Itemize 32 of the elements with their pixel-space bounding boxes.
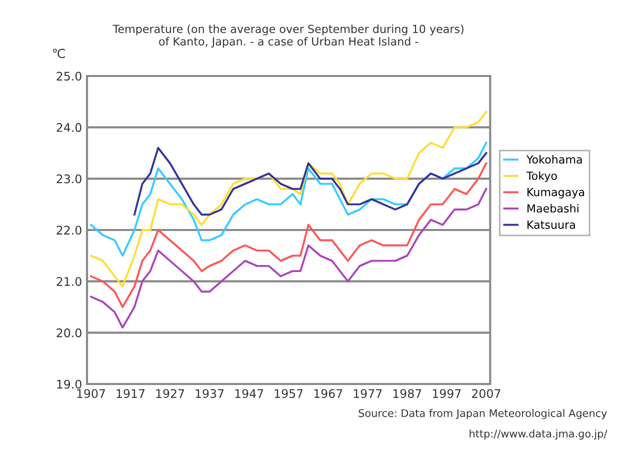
y-tick-label: 25.0 bbox=[56, 72, 82, 81]
y-tick-label: 22.0 bbox=[56, 226, 82, 235]
x-tick-label: 1967 bbox=[314, 389, 342, 398]
x-tick-label: 1927 bbox=[156, 389, 184, 398]
x-tick-label: 1997 bbox=[432, 389, 461, 398]
x-tick-label: 1987 bbox=[393, 389, 422, 398]
x-tick-label: 1907 bbox=[77, 389, 105, 398]
y-tick-label: 24.0 bbox=[56, 123, 82, 132]
legend-label: Maebashi bbox=[528, 204, 578, 213]
line-series bbox=[90, 162, 488, 308]
chart-title: Temperature (on the average over September during 10 years) of Kanto, Japan. - a case of Urban Heat Island - bbox=[112, 24, 464, 48]
text: http://www.data.jma.go.jp/ bbox=[470, 429, 608, 440]
x-tick-label: 1957 bbox=[274, 389, 303, 398]
line-series bbox=[133, 146, 488, 216]
legend-label: Katsuura bbox=[528, 220, 575, 229]
y-axis-title: ℃ bbox=[52, 48, 65, 58]
x-tick-label: 1977 bbox=[354, 389, 382, 398]
legend-label: Kumagaya bbox=[528, 188, 584, 198]
source-note: Source: Data from Japan Meteorological Agency bbox=[358, 409, 607, 420]
legend-label: Yokohama bbox=[526, 155, 582, 164]
line-series bbox=[90, 142, 488, 257]
legend-label: Tokyo bbox=[526, 171, 557, 182]
x-tick-label: 1937 bbox=[196, 389, 224, 398]
y-tick-label: 21.0 bbox=[56, 277, 82, 286]
x-tick-label: 2007 bbox=[472, 389, 500, 398]
y-tick-label: 20.0 bbox=[56, 328, 82, 338]
x-tick-label: 1947 bbox=[235, 389, 264, 398]
y-tick-label: 23.0 bbox=[56, 174, 82, 184]
y-tick-label: 19.0 bbox=[57, 380, 82, 389]
line-series bbox=[90, 188, 488, 329]
line-series bbox=[90, 110, 488, 288]
x-tick-label: 1917 bbox=[116, 389, 145, 398]
